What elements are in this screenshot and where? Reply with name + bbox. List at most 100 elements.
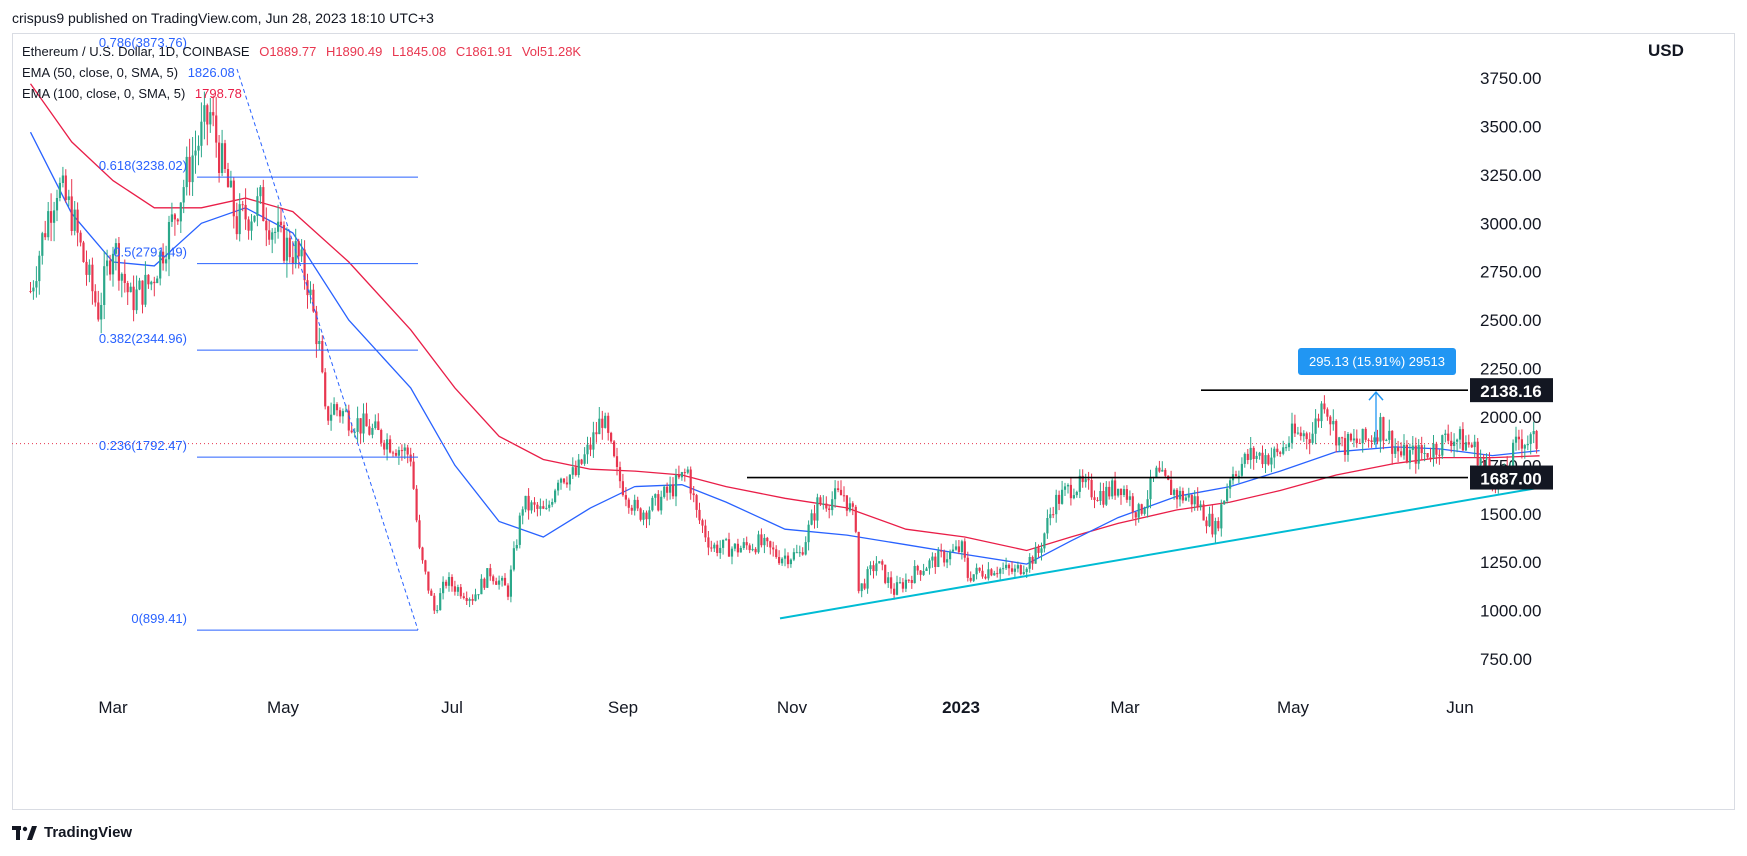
candle <box>1320 401 1323 428</box>
candle-body <box>571 467 574 475</box>
candle <box>1072 488 1075 500</box>
candle-body <box>987 569 990 579</box>
candle-body <box>1128 496 1131 500</box>
candle <box>881 559 884 571</box>
brand-name: TradingView <box>44 824 133 841</box>
candle-body <box>1184 497 1187 501</box>
candle <box>147 274 150 289</box>
candle-body <box>235 216 238 235</box>
candle-body <box>666 486 669 493</box>
candle-body <box>1441 435 1444 456</box>
candle-body <box>1482 458 1485 460</box>
candle <box>1140 503 1143 516</box>
candle <box>972 574 975 582</box>
candle <box>1461 422 1464 451</box>
candle-body <box>185 156 188 188</box>
candle-body <box>70 196 73 231</box>
candle <box>1229 477 1232 499</box>
candle-body <box>1341 437 1344 439</box>
candle <box>97 290 100 322</box>
candle <box>1178 486 1182 507</box>
candle-body <box>162 251 165 264</box>
candle <box>722 539 725 555</box>
candle-body <box>1016 565 1019 569</box>
candle <box>144 261 147 308</box>
candle-body <box>439 593 442 611</box>
candle <box>1376 429 1379 445</box>
candle <box>1473 434 1476 458</box>
candle-body <box>757 534 760 553</box>
candle-body <box>1512 442 1515 467</box>
candle <box>53 201 56 242</box>
candle-body <box>1317 418 1320 422</box>
candle <box>1464 435 1467 451</box>
candle-body <box>710 547 713 549</box>
candle-body <box>41 233 44 256</box>
symbol-title: Ethereum / U.S. Dollar, 1D, COINBASE <box>22 44 250 59</box>
candle-body <box>981 570 984 577</box>
candle <box>318 327 321 351</box>
candle <box>1125 485 1128 503</box>
candle-body <box>288 237 291 258</box>
candle <box>291 241 294 275</box>
candle <box>878 561 881 564</box>
candle <box>268 220 271 245</box>
candle <box>554 488 557 504</box>
candle-body <box>194 150 197 156</box>
candle-body <box>1252 447 1255 459</box>
candle <box>1220 499 1223 537</box>
candle <box>1400 442 1403 458</box>
candle-body <box>1125 489 1128 500</box>
candle-body <box>100 305 103 320</box>
candle <box>85 250 88 286</box>
candle-body <box>79 232 82 243</box>
candle <box>203 91 206 140</box>
candle <box>730 546 734 565</box>
candle-body <box>1187 494 1190 498</box>
candle-body <box>506 585 510 597</box>
candle <box>624 487 627 507</box>
candle <box>197 135 200 166</box>
candle-body <box>1078 475 1081 492</box>
candle-body <box>851 503 854 507</box>
candle <box>1214 517 1217 543</box>
candle-body <box>58 182 61 198</box>
candle <box>898 577 902 584</box>
candle <box>710 540 713 552</box>
candle-body <box>1370 440 1373 442</box>
candle <box>512 541 515 572</box>
candle-body <box>583 454 586 464</box>
candle-body <box>869 565 872 570</box>
candle-body <box>1411 445 1414 450</box>
candle <box>660 490 663 515</box>
candle-body <box>925 568 928 571</box>
candle <box>1208 506 1211 528</box>
candle-body <box>754 548 757 553</box>
y-tick-label: 1000.00 <box>1480 602 1541 621</box>
candle <box>274 227 277 244</box>
candle-body <box>1087 479 1090 481</box>
candle-body <box>521 509 524 516</box>
candle <box>910 575 913 589</box>
candle <box>209 98 212 133</box>
candle-body <box>106 260 109 267</box>
candle-body <box>1105 486 1108 505</box>
candle-body <box>1049 514 1052 519</box>
candle-body <box>919 570 922 575</box>
candle <box>232 177 235 229</box>
candle-body <box>713 544 716 549</box>
candle-body <box>1485 458 1488 460</box>
candle <box>763 534 766 554</box>
candle-body <box>1202 504 1205 521</box>
candle <box>1181 487 1184 504</box>
candle <box>1405 440 1408 464</box>
candle-body <box>365 413 368 427</box>
candle-body <box>807 524 810 543</box>
candle-body <box>297 241 300 257</box>
candle <box>445 579 448 589</box>
candle <box>966 551 969 582</box>
candle-body <box>400 450 403 452</box>
candle <box>1193 490 1196 511</box>
candle <box>1429 447 1432 463</box>
